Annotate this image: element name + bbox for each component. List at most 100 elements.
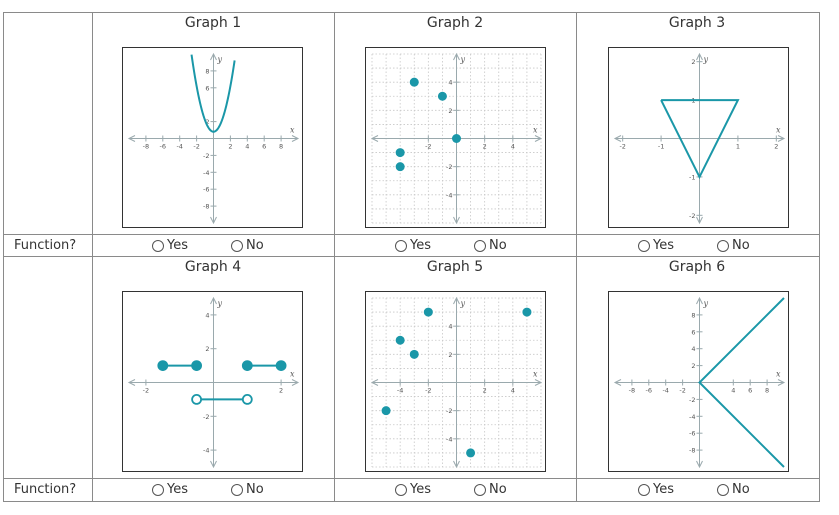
graph-5-svg: x y -4 -2 2 4 4 2 -2 -4 [370, 296, 543, 469]
closed-endpoint [191, 360, 202, 371]
radio-button[interactable] [231, 483, 243, 496]
y-tick-label: 2 [205, 345, 209, 353]
radio-button[interactable] [474, 239, 486, 252]
y-axis-arrow-up [453, 296, 460, 305]
x-tick-label: -2 [425, 387, 431, 395]
no-label: No [732, 238, 750, 253]
y-tick-label: -4 [446, 191, 452, 199]
x-axis-arrow-right [291, 379, 300, 386]
x-axis-label: x [776, 370, 781, 379]
graph-5-no-option[interactable]: No [474, 482, 507, 497]
radio-button[interactable] [638, 483, 650, 496]
data-point [437, 91, 447, 101]
graph-2-svg: x y -2 2 4 4 2 -2 -4 [370, 52, 543, 225]
x-tick-label: 6 [262, 143, 266, 151]
y-tick-label: -4 [446, 435, 452, 443]
y-tick-label: -8 [689, 447, 695, 455]
graph-1-yes-option[interactable]: Yes [152, 238, 188, 253]
data-point [381, 406, 391, 416]
graph-1-svg: x y -8 -6 -4 -2 2 4 6 8 -8 -6 -4 -2 2 6 8 [127, 52, 300, 225]
x-axis-label: x [533, 370, 538, 379]
graph-2-yes-option[interactable]: Yes [395, 238, 431, 253]
function-row-label: Function? [14, 482, 77, 497]
graph-title: Graph 3 [668, 15, 726, 31]
graph-4-no-option[interactable]: No [231, 482, 264, 497]
y-axis-arrow-up [696, 52, 703, 61]
data-point [409, 77, 419, 87]
graph-5-yes-option[interactable]: Yes [395, 482, 431, 497]
y-axis-arrow-up [453, 52, 460, 61]
x-axis-arrow-right [534, 135, 543, 142]
column-divider [334, 12, 335, 502]
y-tick-label: -6 [203, 186, 209, 194]
x-axis-label: x [290, 370, 295, 379]
x-tick-label: 1 [736, 143, 740, 151]
graph-3-yes-option[interactable]: Yes [638, 238, 674, 253]
y-tick-label: -4 [689, 413, 695, 421]
y-tick-label: -2 [446, 163, 452, 171]
yes-label: Yes [410, 482, 431, 497]
y-tick-label: -2 [446, 407, 452, 415]
x-tick-label: -2 [143, 387, 149, 395]
yes-label: Yes [167, 238, 188, 253]
y-tick-label: 4 [448, 79, 452, 87]
y-axis-arrow-down [453, 460, 460, 469]
radio-button[interactable] [395, 483, 407, 496]
data-point [409, 349, 419, 359]
radio-button[interactable] [152, 483, 164, 496]
y-tick-label: 2 [691, 58, 695, 66]
x-axis-arrow-left [613, 379, 622, 386]
closed-endpoint [157, 360, 169, 371]
radio-button[interactable] [717, 483, 729, 496]
y-tick-label: -2 [689, 212, 695, 220]
graph-5-plot: x y -4 -2 2 4 4 2 -2 -4 [365, 291, 546, 472]
graph-1-no-option[interactable]: No [231, 238, 264, 253]
data-point [452, 134, 461, 143]
y-axis-arrow-up [210, 52, 217, 61]
radio-button[interactable] [717, 239, 729, 252]
x-tick-label: 6 [748, 387, 752, 395]
y-tick-label: 2 [448, 351, 452, 359]
graph-6-svg: x y -8 -6 -4 -2 4 6 8 8 6 4 2 -2 -4 -6 -8 [613, 296, 786, 469]
graph-3-no-option[interactable]: No [717, 238, 750, 253]
radio-button[interactable] [638, 239, 650, 252]
radio-button[interactable] [231, 239, 243, 252]
graph-2-plot: x y -2 2 4 4 2 -2 -4 [365, 47, 546, 228]
x-tick-label: -6 [646, 387, 652, 395]
x-tick-label: 8 [765, 387, 769, 395]
y-axis-arrow-up [210, 296, 217, 305]
x-tick-label: -4 [662, 387, 668, 395]
no-label: No [732, 482, 750, 497]
graph-title: Graph 2 [426, 15, 484, 31]
x-axis-arrow-left [127, 135, 136, 142]
radio-button[interactable] [152, 239, 164, 252]
y-tick-label: 2 [691, 362, 695, 370]
y-tick-label: -2 [203, 152, 209, 160]
x-tick-label: 2 [228, 143, 232, 151]
y-axis-arrow-down [696, 216, 703, 225]
y-axis-arrow-down [210, 216, 217, 225]
radio-button[interactable] [474, 483, 486, 496]
x-tick-label: -1 [658, 143, 664, 151]
data-point [522, 307, 532, 317]
graph-6-no-option[interactable]: No [717, 482, 750, 497]
x-tick-label: 2 [483, 387, 487, 395]
column-divider [92, 12, 93, 502]
series-line [698, 297, 785, 468]
data-point [466, 448, 476, 458]
x-axis-label: x [290, 126, 295, 135]
no-label: No [246, 482, 264, 497]
x-tick-label: 2 [279, 387, 283, 395]
graph-4-yes-option[interactable]: Yes [152, 482, 188, 497]
x-tick-label: -6 [160, 143, 166, 151]
graph-title: Graph 6 [668, 259, 726, 275]
graph-6-yes-option[interactable]: Yes [638, 482, 674, 497]
graph-2-no-option[interactable]: No [474, 238, 507, 253]
radio-button[interactable] [395, 239, 407, 252]
x-axis-arrow-right [534, 379, 543, 386]
x-tick-label: 2 [774, 143, 778, 151]
graph-3-svg: xy-2 -1 1 221-1-2 [613, 52, 786, 225]
y-tick-label: -6 [689, 430, 695, 438]
x-axis-label: x [533, 126, 538, 135]
graph-3-plot: x y -2 -1 1 2 2 1 -1 -2 [608, 47, 789, 228]
